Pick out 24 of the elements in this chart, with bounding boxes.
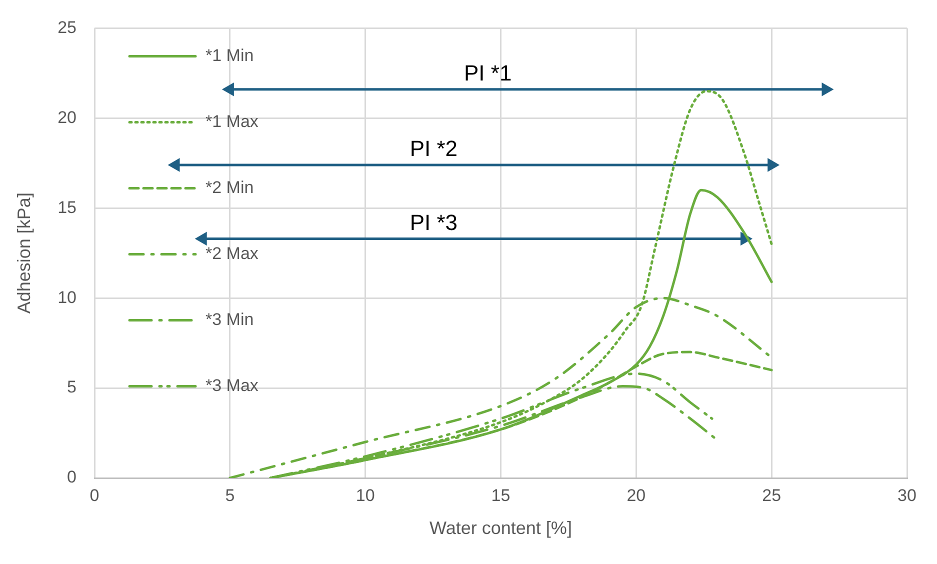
x-axis-title: Water content [%] [430, 518, 572, 538]
x-tick-label: 25 [762, 486, 782, 505]
legend-label: *1 Min [206, 46, 254, 65]
x-tick-label: 30 [898, 486, 916, 505]
x-tick-label: 5 [225, 486, 235, 505]
legend-label: *3 Min [206, 310, 254, 329]
x-tick-label: 20 [626, 486, 646, 505]
y-axis-title: Adhesion [kPa] [14, 192, 34, 314]
y-tick-label: 0 [67, 468, 77, 487]
y-tick-label: 10 [58, 288, 77, 307]
legend-label: *1 Max [206, 112, 259, 131]
y-tick-label: 20 [58, 108, 77, 127]
y-tick-label: 5 [67, 378, 77, 397]
legend-label: *3 Max [206, 376, 259, 395]
x-tick-label: 10 [356, 486, 375, 505]
y-tick-label: 15 [58, 198, 77, 217]
legend-label: *2 Min [206, 178, 254, 197]
y-tick-label: 25 [58, 18, 77, 37]
series-label: PI *1 [464, 60, 512, 86]
series-label: PI *2 [410, 136, 458, 161]
series-label: PI *3 [410, 210, 458, 235]
legend-label: *2 Max [206, 244, 259, 263]
x-tick-label: 15 [491, 486, 510, 505]
x-tick-label: 0 [90, 486, 100, 505]
